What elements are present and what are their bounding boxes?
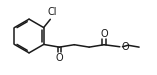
Text: O: O [121,42,129,52]
Text: O: O [100,29,108,39]
Text: Cl: Cl [47,7,57,17]
Text: O: O [56,53,63,63]
